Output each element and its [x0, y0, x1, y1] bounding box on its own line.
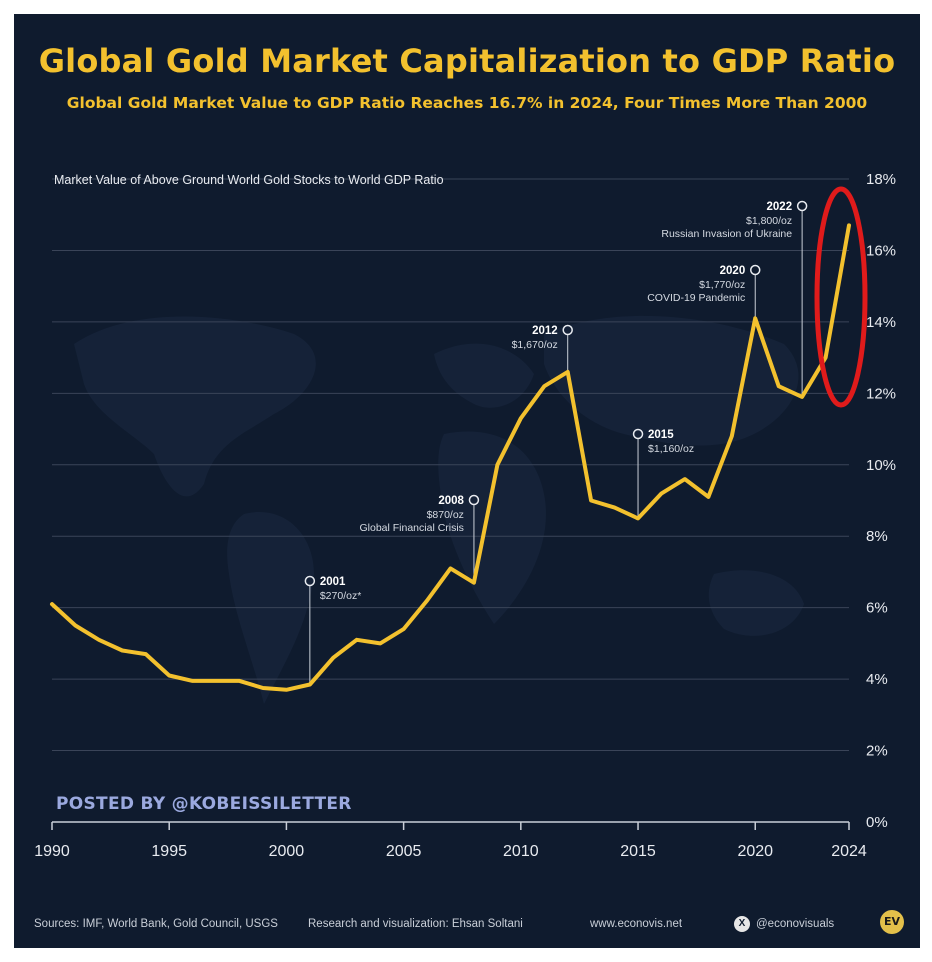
- chart-subtitle: Global Gold Market Value to GDP Ratio Re…: [66, 94, 868, 112]
- annotation-text: $270/oz*: [320, 590, 361, 602]
- annotation-year: 2008: [438, 495, 464, 507]
- footer-research: Research and visualization: Ehsan Soltan…: [308, 918, 523, 930]
- annotation-marker: [468, 494, 480, 506]
- y-tick-label: 18%: [866, 171, 896, 188]
- line-chart: 0% 2% 4% 6% 8% 10% 12% 14% 16% 18% 1990 1995 2000 20…: [34, 171, 896, 860]
- annotation-marker: [304, 575, 316, 587]
- x-tick-label: 2000: [269, 843, 305, 860]
- annotation-marker: [796, 200, 808, 212]
- annotation-marker: [749, 264, 761, 276]
- footer-sources: Sources: IMF, World Bank, Gold Council, …: [34, 918, 278, 930]
- x-tick-label: 1990: [34, 843, 70, 860]
- y-tick-label: 8%: [866, 528, 888, 545]
- x-tick-label: 1995: [151, 843, 187, 860]
- annotation-text: $1,770/oz: [699, 279, 745, 291]
- y-tick-label: 6%: [866, 600, 888, 617]
- posted-by-watermark: POSTED BY @KOBEISSILETTER: [56, 794, 352, 814]
- x-axis-ticks: 1990 1995 2000 2005 2010 2015 2020 2024: [34, 822, 867, 860]
- econovis-logo: EV: [880, 910, 904, 934]
- annotation-text: Global Financial Crisis: [359, 522, 463, 534]
- annotation-year: 2001: [320, 576, 346, 588]
- footer-handle[interactable]: @econovisuals: [756, 918, 835, 930]
- annotation-2012: 2012 $1,670/oz: [512, 324, 573, 372]
- footer-website[interactable]: www.econovis.net: [590, 918, 683, 930]
- highlight-circle: [814, 186, 868, 408]
- chart-title: Global Gold Market Capitalization to GDP…: [38, 42, 896, 80]
- y-tick-label: 16%: [866, 242, 896, 259]
- y-tick-label: 14%: [866, 314, 896, 331]
- annotation-2001: 2001 $270/oz*: [304, 575, 361, 685]
- annotation-text: Russian Invasion of Ukraine: [661, 228, 792, 240]
- x-tick-label: 2010: [503, 843, 539, 860]
- annotation-text: $1,160/oz: [648, 443, 694, 455]
- annotation-marker: [562, 324, 573, 336]
- annotation-text: $870/oz: [427, 509, 464, 521]
- y-tick-label: 10%: [866, 457, 896, 474]
- x-tick-label: 2024: [831, 843, 867, 860]
- annotation-year: 2022: [767, 201, 793, 213]
- annotation-text: COVID-19 Pandemic: [647, 292, 745, 304]
- grid-lines: [52, 178, 849, 823]
- y-tick-label: 2%: [866, 743, 888, 760]
- annotation-year: 2015: [648, 429, 674, 441]
- annotation-text: $1,670/oz: [512, 339, 558, 351]
- series-line: [50, 223, 851, 692]
- y-tick-label: 4%: [866, 671, 888, 688]
- y-axis-ticks: 0% 2% 4% 6% 8% 10% 12% 14% 16% 18%: [866, 171, 896, 831]
- x-logo-icon: X: [734, 916, 750, 932]
- annotation-year: 2012: [532, 325, 558, 337]
- x-tick-label: 2015: [620, 843, 656, 860]
- annotation-text: $1,800/oz: [746, 215, 792, 227]
- x-tick-label: 2005: [386, 843, 422, 860]
- infographic-panel: Global Gold Market Capitalization to GDP…: [14, 14, 920, 948]
- annotation-marker: [632, 428, 644, 440]
- y-axis-label: Market Value of Above Ground World Gold …: [54, 173, 444, 187]
- x-tick-label: 2020: [737, 843, 773, 860]
- y-tick-label: 12%: [866, 385, 896, 402]
- annotation-year: 2020: [720, 265, 746, 277]
- y-tick-label: 0%: [866, 814, 888, 831]
- annotation-2015: 2015 $1,160/oz: [632, 428, 694, 519]
